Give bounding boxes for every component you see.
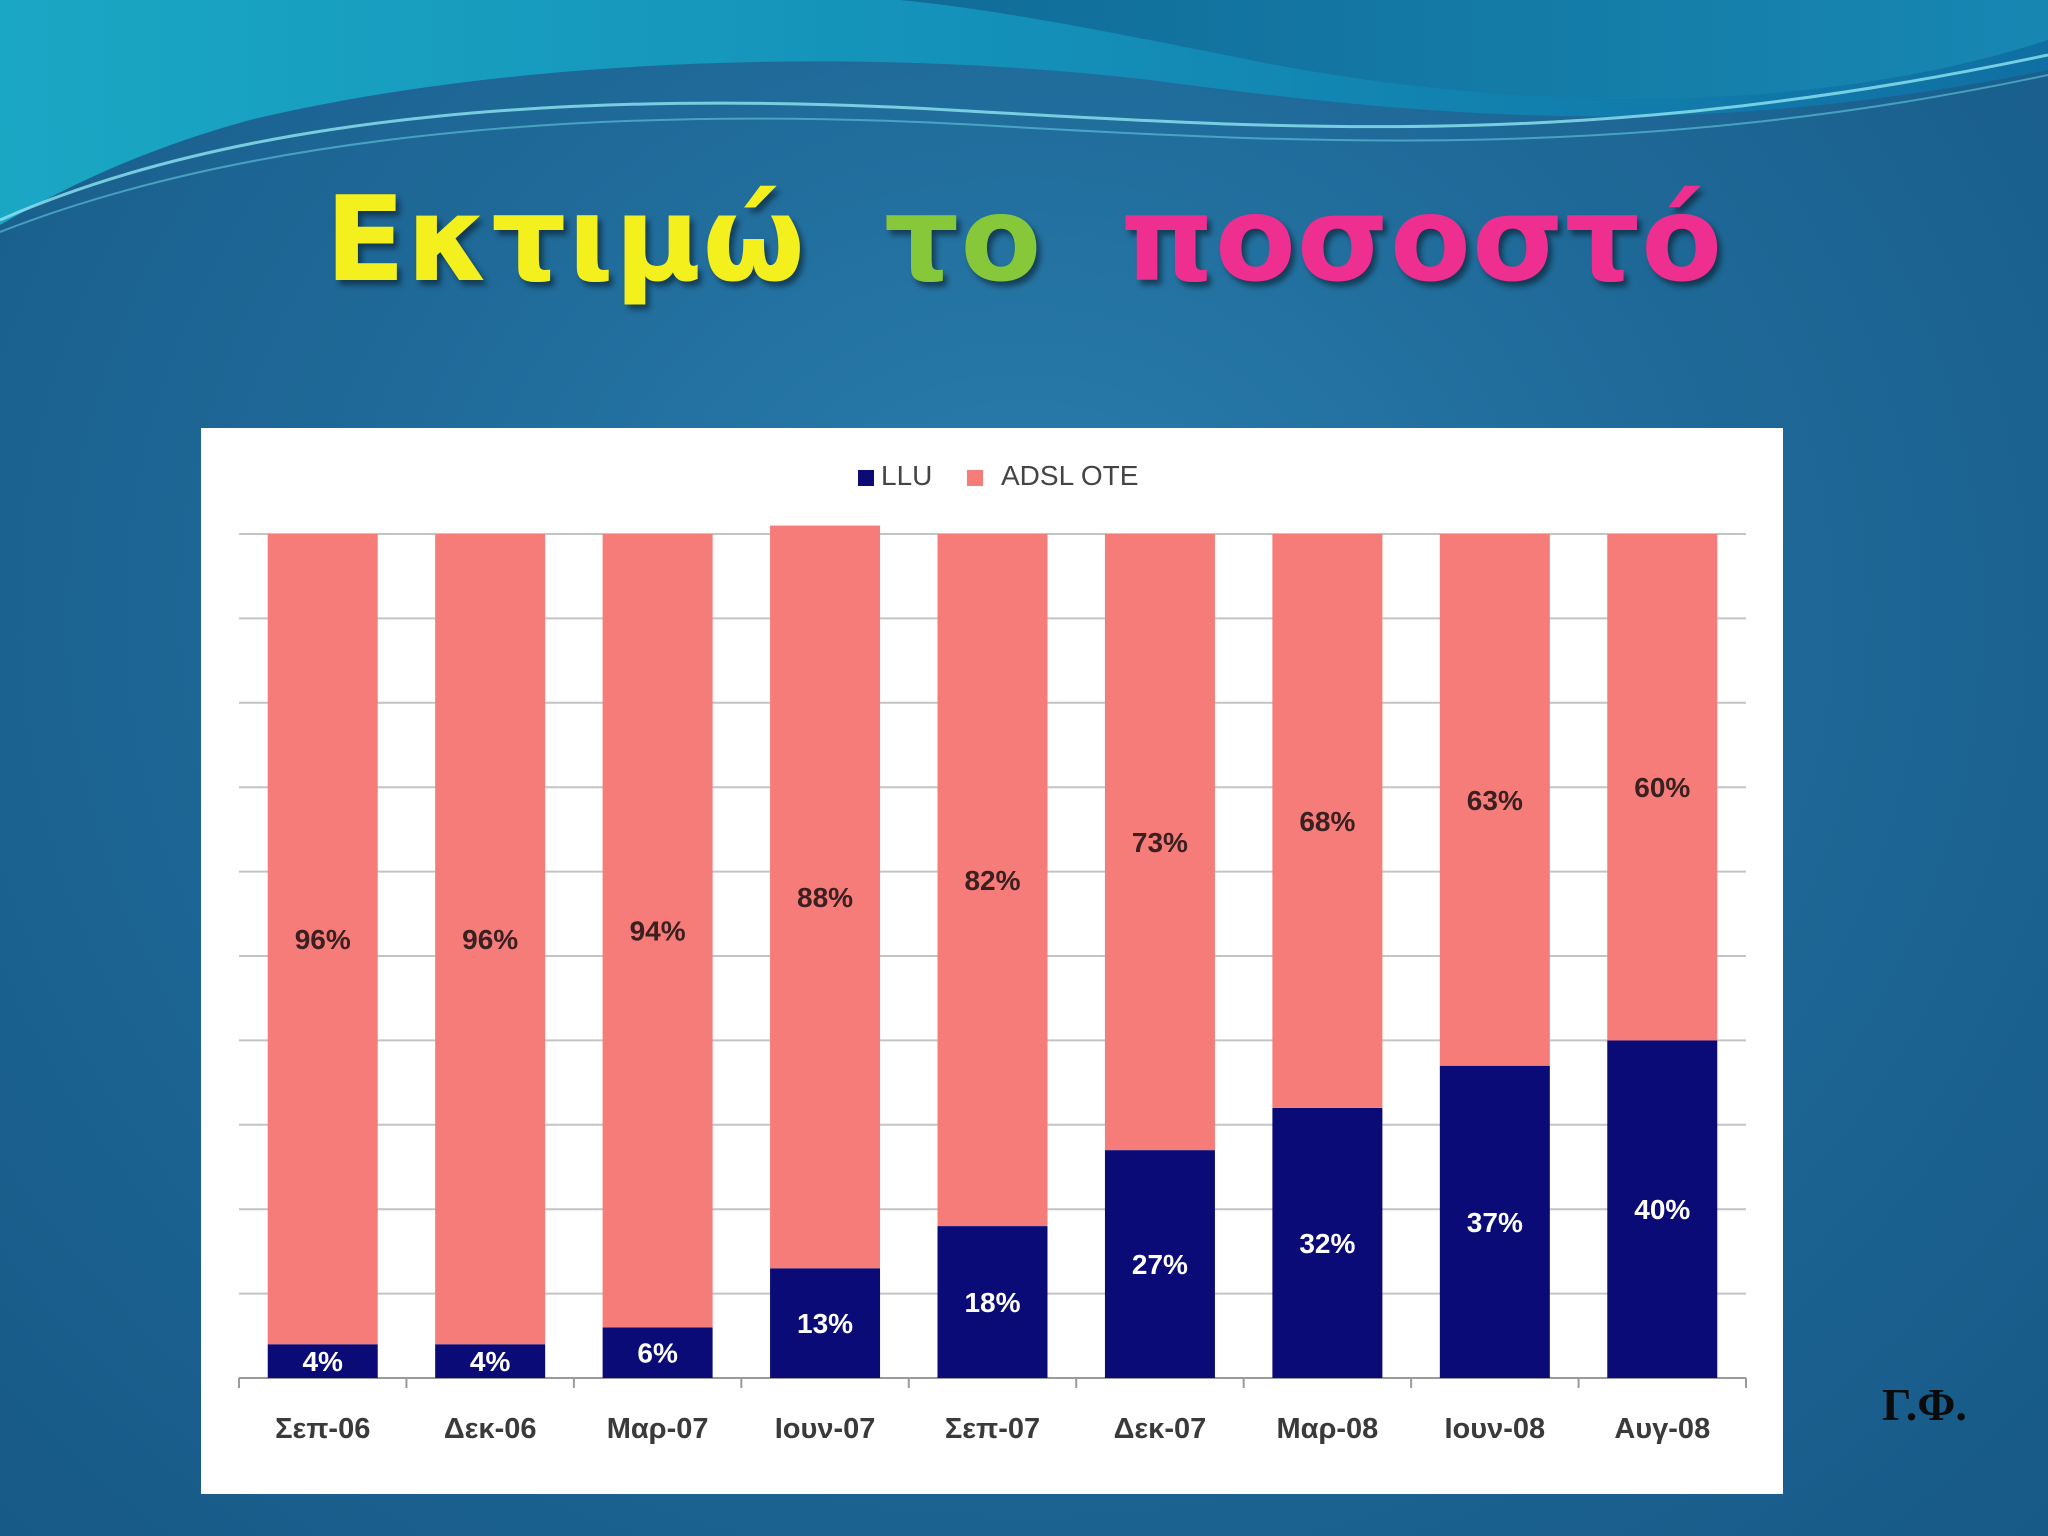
bar-adsl-ote [267, 534, 378, 1345]
bar-llu [1607, 1040, 1718, 1378]
x-tick-label: Μαρ-08 [1276, 1413, 1378, 1445]
title-word-2: το [884, 170, 1043, 308]
legend-label-llu: LLU [881, 460, 932, 491]
x-tick-label: Αυγ-08 [1614, 1413, 1710, 1445]
data-label: 94% [630, 916, 686, 947]
data-label: 82% [964, 865, 1020, 896]
legend-swatch-llu [858, 470, 874, 486]
bar-llu [602, 1327, 713, 1378]
data-label: 68% [1299, 806, 1355, 837]
bar-adsl-ote [1607, 534, 1718, 1041]
bar-llu [267, 1344, 378, 1378]
data-label: 32% [1299, 1228, 1355, 1259]
data-label: 4% [470, 1346, 511, 1377]
stacked-bar-chart: 4% 96% Σεπ-06 4% 96% Δεκ-06 6% 94% Μαρ-07 13% 88% Ι… [238, 460, 1747, 1445]
bar-adsl-ote [602, 534, 713, 1328]
bar-llu [1272, 1107, 1383, 1378]
data-label: 13% [797, 1308, 853, 1339]
data-label: 6% [637, 1338, 678, 1369]
bar-adsl-ote [1104, 534, 1215, 1151]
data-label: 40% [1634, 1194, 1690, 1225]
chart-panel: 4% 96% Σεπ-06 4% 96% Δεκ-06 6% 94% Μαρ-07 13% 88% Ι… [201, 428, 1783, 1494]
data-label: 18% [964, 1287, 1020, 1318]
legend-label-adsl-ote: ADSL OTE [1001, 460, 1138, 491]
bar-llu [435, 1344, 546, 1378]
data-label: 88% [797, 882, 853, 913]
x-tick-label: Σεπ-07 [945, 1413, 1040, 1445]
data-label: 73% [1132, 827, 1188, 858]
x-tick-label: Ιουν-08 [1444, 1413, 1545, 1445]
header-waves [0, 0, 2048, 233]
data-label: 4% [302, 1346, 343, 1377]
bar-adsl-ote [1272, 534, 1383, 1108]
title-word-3: ποσοστό [1120, 170, 1724, 308]
bar-adsl-ote [770, 525, 881, 1269]
signature: Γ.Φ. [1882, 1379, 1967, 1430]
x-tick-label: Σεπ-06 [275, 1413, 370, 1445]
bar-adsl-ote [937, 534, 1048, 1227]
data-label: 96% [462, 924, 518, 955]
bar-llu [1104, 1150, 1215, 1378]
bar-llu [770, 1268, 881, 1378]
bar-adsl-ote [1439, 534, 1550, 1066]
data-label: 60% [1634, 772, 1690, 803]
x-tick-label: Δεκ-06 [444, 1413, 537, 1445]
bar-llu [937, 1226, 1048, 1378]
bar-adsl-ote [435, 534, 546, 1345]
x-tick-label: Ιουν-07 [775, 1413, 876, 1445]
data-label: 96% [295, 924, 351, 955]
data-label: 27% [1132, 1249, 1188, 1280]
x-tick-label: Μαρ-07 [607, 1413, 709, 1445]
data-label: 37% [1467, 1207, 1523, 1238]
title-word-1: Εκτιμώ [324, 170, 806, 308]
slide-title: Εκτιμώ το ποσοστό [0, 170, 2048, 308]
data-label: 63% [1467, 785, 1523, 816]
legend-swatch-adsl-ote [967, 470, 983, 486]
x-tick-label: Δεκ-07 [1114, 1413, 1207, 1445]
bar-llu [1439, 1065, 1550, 1378]
